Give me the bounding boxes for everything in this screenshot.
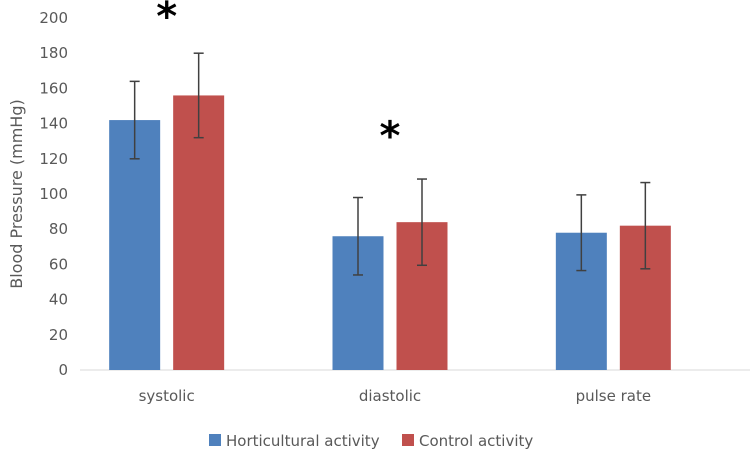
bar-horticultural-activity-systolic [109, 120, 161, 370]
y-tick-label: 0 [58, 361, 68, 379]
y-tick-label: 20 [49, 326, 68, 344]
x-tick-label-systolic: systolic [139, 387, 195, 405]
y-tick-label: 160 [39, 79, 68, 97]
x-tick-label-diastolic: diastolic [359, 387, 421, 405]
legend-label: Control activity [419, 432, 533, 450]
legend-label: Horticultural activity [226, 432, 380, 450]
significance-markers: ** [156, 0, 400, 160]
y-axis-ticks: 0 20 40 60 80 100 120 140 160 180 200 [39, 9, 68, 379]
y-tick-label: 80 [49, 220, 68, 238]
legend-swatch [209, 434, 221, 446]
legend-swatch [402, 434, 414, 446]
y-tick-label: 180 [39, 44, 68, 62]
x-tick-label-pulse-rate: pulse rate [576, 387, 651, 405]
significance-star: * [380, 114, 401, 160]
bar-control-activity-systolic [173, 95, 225, 370]
legend: Horticultural activity Control activity [209, 432, 533, 450]
category-labels: systolic diastolic pulse rate [139, 387, 651, 405]
significance-star: * [156, 0, 177, 40]
y-tick-label: 100 [39, 185, 68, 203]
y-tick-label: 60 [49, 255, 68, 273]
y-tick-label: 120 [39, 150, 68, 168]
y-tick-label: 140 [39, 115, 68, 133]
y-tick-label: 40 [49, 291, 68, 309]
y-axis-label: Blood Pressure (mmHg) [7, 99, 26, 289]
y-tick-label: 200 [39, 9, 68, 27]
error-bars [129, 52, 651, 276]
